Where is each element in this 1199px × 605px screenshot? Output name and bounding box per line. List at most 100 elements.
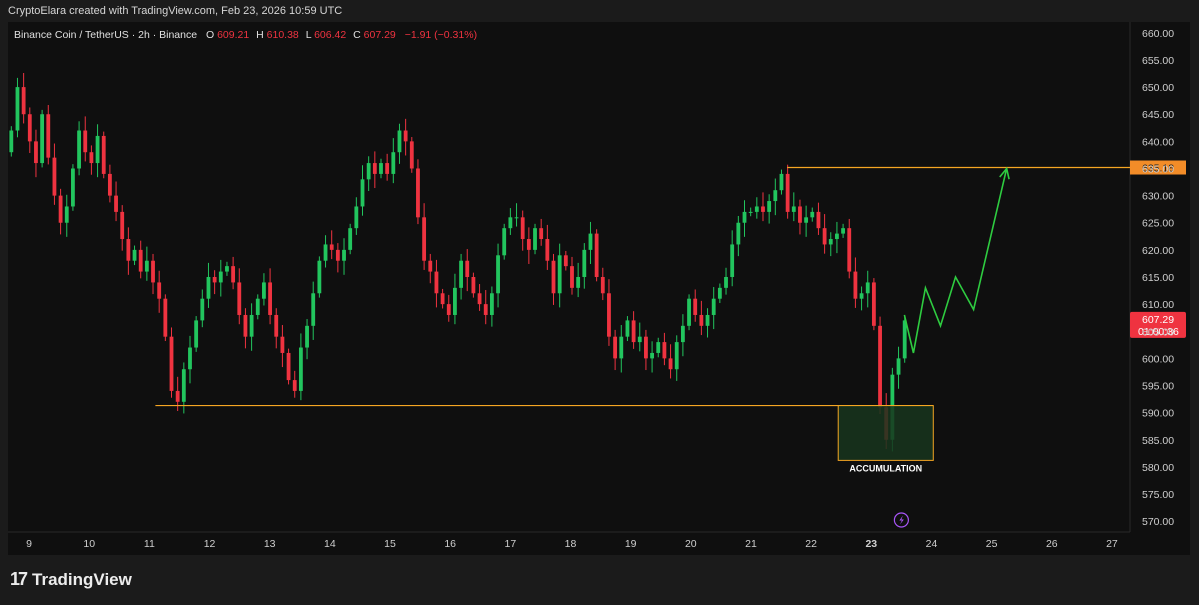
candle-down: [268, 268, 272, 325]
y-tick-label: 630.00: [1142, 191, 1174, 203]
candle-down: [693, 289, 698, 322]
candle-down: [274, 308, 279, 349]
candle-body: [570, 266, 574, 288]
candle-down: [847, 218, 852, 279]
candle-up: [255, 294, 260, 320]
candle-body: [625, 320, 630, 337]
candle-body: [539, 228, 544, 240]
candle-body: [157, 282, 162, 299]
candle-down: [212, 270, 217, 295]
candle-up: [730, 230, 735, 287]
candle-down: [644, 329, 648, 371]
candle-body: [822, 228, 827, 245]
y-tick-label: 615.00: [1142, 272, 1174, 284]
candle-body: [674, 342, 679, 370]
candle-body: [779, 173, 784, 191]
candle-body: [680, 325, 685, 343]
candle-up: [206, 262, 211, 308]
candle-down: [27, 107, 32, 154]
candle-up: [557, 243, 562, 308]
candle-down: [539, 218, 544, 246]
legend-change: −1.91 (−0.31%): [405, 29, 477, 41]
candle-down: [422, 203, 427, 270]
candle-up: [865, 270, 870, 308]
candle-body: [194, 320, 199, 348]
candle-body: [385, 163, 390, 174]
x-tick-label: 14: [324, 538, 336, 550]
candle-down: [101, 131, 106, 179]
candle-body: [798, 206, 802, 223]
candle-down: [403, 118, 408, 156]
candle-body: [212, 277, 217, 283]
candle-body: [576, 277, 581, 288]
candle-body: [372, 163, 377, 174]
candle-body: [477, 293, 482, 305]
candle-body: [847, 228, 852, 272]
tradingview-name: TradingView: [32, 569, 132, 589]
y-tick-label: 625.00: [1142, 218, 1174, 230]
candle-body: [902, 320, 907, 359]
candle-up: [95, 124, 100, 178]
y-tick-label: 605.00: [1142, 326, 1174, 338]
candle-up: [835, 221, 839, 254]
candle-body: [200, 298, 205, 321]
x-tick-label: 11: [144, 538, 155, 550]
candle-body: [582, 249, 587, 277]
x-tick-label: 23: [865, 538, 877, 550]
candle-body: [255, 298, 260, 315]
candle-up: [144, 246, 149, 281]
y-tick-label: 620.00: [1142, 245, 1174, 257]
candle-up: [218, 259, 223, 297]
candle-up: [360, 165, 365, 216]
candle-body: [483, 304, 488, 315]
candle-body: [563, 255, 568, 267]
candle-down: [607, 279, 611, 346]
candle-body: [101, 135, 106, 174]
candle-body: [305, 325, 309, 348]
candle-body: [668, 358, 673, 370]
candle-body: [489, 293, 494, 315]
candle-body: [785, 173, 790, 212]
candle-body: [107, 173, 112, 196]
candle-down: [58, 188, 63, 235]
candle-up: [514, 203, 519, 227]
candle-up: [637, 322, 642, 352]
x-tick-label: 19: [625, 538, 637, 550]
candle-down: [545, 224, 550, 270]
chart-pane[interactable]: ACCUMULATION 635.18 607.29 01:00:36 570.00 5…: [8, 22, 1190, 555]
candle-down: [428, 253, 433, 284]
candle-body: [379, 163, 383, 174]
candle-up: [804, 205, 809, 237]
candle-body: [871, 282, 876, 326]
candle-up: [391, 138, 396, 184]
candle-body: [754, 206, 759, 212]
candle-body: [557, 255, 562, 294]
candle-body: [169, 336, 174, 391]
candle-body: [21, 87, 26, 115]
candle-up: [71, 164, 75, 211]
candle-body: [594, 233, 599, 277]
candle-down: [551, 253, 556, 305]
y-tick-label: 645.00: [1142, 109, 1174, 121]
candle-body: [533, 228, 537, 250]
candle-body: [391, 152, 396, 174]
legend-close-label: C: [353, 29, 361, 41]
tradingview-brand[interactable]: 17 TradingView: [10, 569, 132, 590]
candle-up: [705, 308, 710, 338]
candle-body: [298, 347, 303, 391]
candle-up: [779, 169, 784, 195]
candle-up: [754, 197, 759, 219]
candle-down: [107, 164, 112, 203]
candle-body: [422, 217, 427, 261]
candle-body: [656, 342, 661, 353]
candle-body: [705, 314, 710, 326]
candle-up: [859, 286, 864, 311]
candle-body: [317, 260, 322, 294]
candle-body: [9, 130, 14, 153]
candle-body: [520, 217, 525, 240]
candle-body: [120, 211, 125, 240]
candle-up: [674, 335, 679, 381]
candle-body: [828, 239, 833, 245]
candle-up: [896, 346, 901, 389]
